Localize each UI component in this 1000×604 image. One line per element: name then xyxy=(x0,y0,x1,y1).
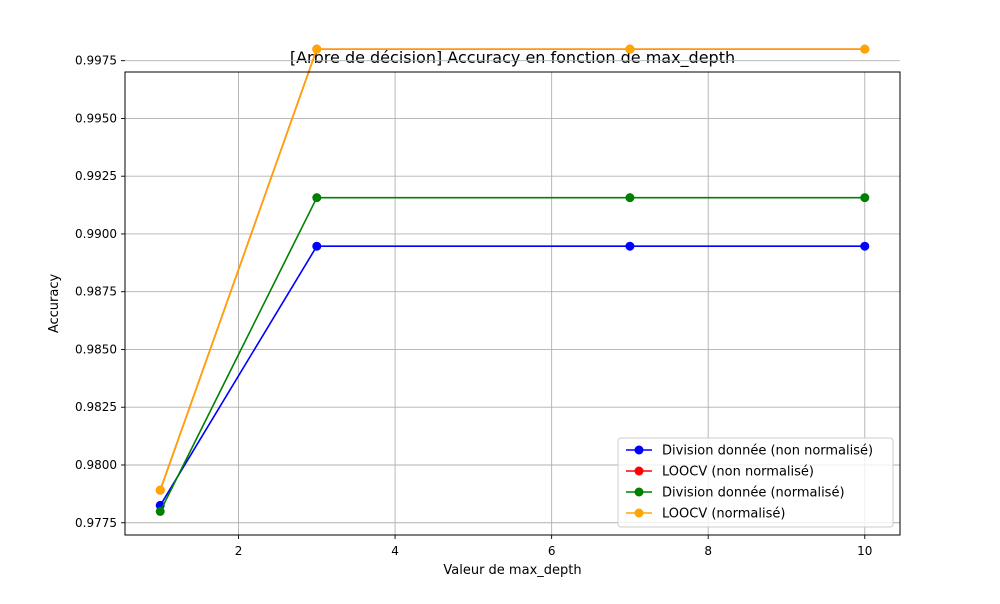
y-axis-label: Accuracy xyxy=(47,274,62,334)
legend-entry: Division donnée (normalisé) xyxy=(626,486,845,501)
series-3 xyxy=(155,44,870,495)
legend-frame xyxy=(617,437,894,528)
plot-area-frame xyxy=(124,71,901,536)
x-tick-label: 10 xyxy=(857,544,872,558)
x-tick-label: 2 xyxy=(235,544,243,558)
y-tick-label: 0.9975 xyxy=(75,54,117,68)
legend-marker xyxy=(634,466,644,476)
data-point xyxy=(860,193,870,203)
legend-marker xyxy=(634,445,644,455)
x-tick-label: 8 xyxy=(704,544,712,558)
legend-label: Division donnée (non normalisé) xyxy=(662,444,873,459)
series-lines xyxy=(155,44,870,516)
y-tick-label: 0.9925 xyxy=(75,169,117,183)
data-point xyxy=(155,485,165,495)
legend-label: LOOCV (non normalisé) xyxy=(662,465,814,480)
y-axis-ticks: 0.9775 0.9800 0.9825 0.9850 0.9875 0.9900 0.99… xyxy=(75,54,125,530)
y-tick-label: 0.9800 xyxy=(75,458,117,472)
y-tick-label: 0.9775 xyxy=(75,516,117,530)
y-tick-label: 0.9900 xyxy=(75,227,117,241)
x-axis-ticks: 2 4 6 8 10 xyxy=(235,535,872,558)
x-tick-label: 4 xyxy=(391,544,399,558)
legend-label: LOOCV (normalisé) xyxy=(662,507,785,522)
y-tick-label: 0.9950 xyxy=(75,111,117,125)
x-axis-label: Valeur de max_depth xyxy=(443,563,581,578)
data-point xyxy=(860,241,870,251)
data-point xyxy=(155,506,165,516)
y-tick-label: 0.9850 xyxy=(75,342,117,356)
y-tick-label: 0.9825 xyxy=(75,400,117,414)
legend-marker xyxy=(634,487,644,497)
legend-entry: LOOCV (non normalisé) xyxy=(626,465,814,480)
legend-label: Division donnée (normalisé) xyxy=(662,486,845,501)
legend-entry: Division donnée (non normalisé) xyxy=(626,444,873,459)
legend-entry: LOOCV (normalisé) xyxy=(626,507,785,522)
series-line xyxy=(159,196,865,512)
data-point xyxy=(625,241,635,251)
series-0 xyxy=(155,241,870,510)
chart-title: [Arbre de décision] Accuracy en fonction… xyxy=(290,48,735,68)
series-line xyxy=(159,48,865,491)
legend: Division donnée (non normalisé) LOOCV (no… xyxy=(617,437,894,528)
legend-entries: Division donnée (non normalisé) LOOCV (no… xyxy=(626,444,873,522)
data-point xyxy=(625,44,635,54)
y-tick-label: 0.9875 xyxy=(75,285,117,299)
data-point xyxy=(312,193,322,203)
data-point xyxy=(860,44,870,54)
legend-marker xyxy=(634,508,644,518)
data-point xyxy=(312,241,322,251)
data-point xyxy=(312,44,322,54)
series-line xyxy=(159,245,865,506)
data-point xyxy=(625,193,635,203)
x-tick-label: 6 xyxy=(548,544,556,558)
series-2 xyxy=(155,193,870,516)
